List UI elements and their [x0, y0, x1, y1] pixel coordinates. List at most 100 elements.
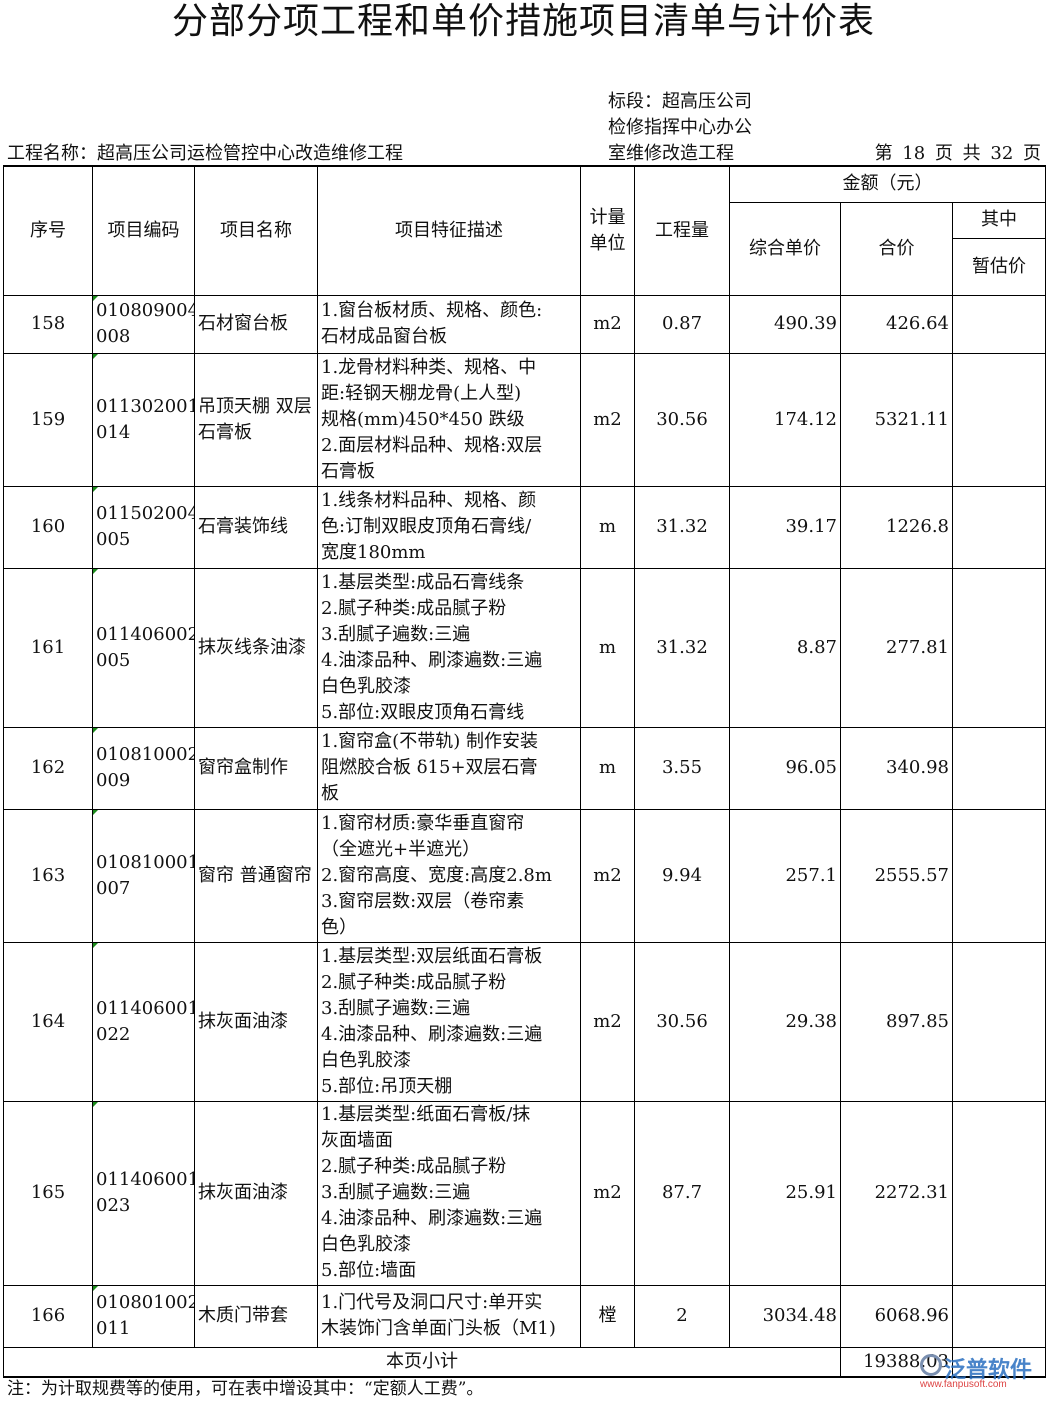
watermark-logo: 泛普软件 www.fanpusoft.com	[918, 1352, 1043, 1392]
row-unit-price: 174.12	[729, 352, 841, 487]
subtotal-provisional	[951, 1346, 1047, 1378]
row-total: 897.85	[840, 941, 953, 1102]
logo-icon	[920, 1354, 942, 1376]
row-unit: m2	[580, 1100, 635, 1286]
row-total: 340.98	[840, 726, 953, 810]
subtotal-row: 本页小计 19388.03	[3, 1346, 1047, 1378]
row-unit: m2	[580, 941, 635, 1102]
row-desc: 1.窗帘材质:豪华垂直窗帘 （全遮光+半遮光） 2.窗帘高度、宽度:高度2.8m…	[317, 808, 581, 943]
table-row: 160 011502004 005 石膏装饰线 1.线条材料品种、规格、颜 色:订制双…	[3, 485, 1047, 569]
row-total: 2272.31	[840, 1100, 953, 1286]
page-title: 分部分项工程和单价措施项目清单与计价表	[171, 1, 875, 42]
row-code: 011302001 014	[92, 352, 195, 487]
row-desc: 1.线条材料品种、规格、颜 色:订制双眼皮顶角石膏线/ 宽度180mm	[317, 485, 581, 569]
project-name: 工程名称：超高压公司运检管控中心改造维修工程	[7, 143, 403, 164]
row-total: 1226.8	[840, 485, 953, 569]
table-row: 164 011406001 022 抹灰面油漆 1.基层类型:双层纸面石膏板 2.腻子…	[3, 941, 1047, 1102]
header-seq: 序号	[3, 165, 93, 296]
row-name: 石膏装饰线	[194, 485, 318, 569]
row-code: 011406001 023	[92, 1100, 195, 1286]
row-desc: 1.窗帘盒(不带轨) 制作安装 阻燃胶合板 δ15+双层石膏 板	[317, 726, 581, 810]
row-unit: m	[580, 485, 635, 569]
row-code: 011406002 005	[92, 567, 195, 728]
row-total: 6068.96	[840, 1284, 953, 1348]
watermark-url: www.fanpusoft.com	[920, 1379, 1007, 1390]
row-seq: 164	[3, 941, 93, 1102]
table-row: 159 011302001 014 吊顶天棚 双层石膏板 1.龙骨材料种类、规格、中 …	[3, 352, 1047, 487]
row-desc: 1.窗台板材质、规格、颜色: 石材成品窗台板	[317, 294, 581, 354]
row-seq: 161	[3, 567, 93, 728]
header-total: 合价	[840, 201, 953, 296]
header-unit-price: 综合单价	[729, 201, 841, 296]
row-qty: 9.94	[634, 808, 730, 943]
page-number: 第 18 页 共 32 页	[874, 143, 1041, 164]
row-provisional	[951, 1100, 1047, 1286]
row-provisional	[951, 352, 1047, 487]
row-code: 011406001 022	[92, 941, 195, 1102]
row-unit: m2	[580, 294, 635, 354]
row-seq: 162	[3, 726, 93, 810]
section-line: 室维修改造工程	[608, 143, 734, 164]
subtotal-label: 本页小计	[3, 1346, 841, 1378]
watermark-text: 泛普软件	[944, 1357, 1033, 1383]
row-name: 抹灰面油漆	[194, 941, 318, 1102]
row-provisional	[951, 1284, 1047, 1348]
row-desc: 1.基层类型:双层纸面石膏板 2.腻子种类:成品腻子粉 3.刮腻子遍数:三遍 4…	[317, 941, 581, 1102]
table-row: 163 010810001 007 窗帘 普通窗帘 1.窗帘材质:豪华垂直窗帘 （全遮…	[3, 808, 1047, 943]
row-provisional	[951, 294, 1047, 354]
row-name: 抹灰线条油漆	[194, 567, 318, 728]
row-seq: 165	[3, 1100, 93, 1286]
section-line: 检修指挥中心办公	[608, 117, 752, 138]
row-name: 木质门带套	[194, 1284, 318, 1348]
table-row: 158 010809004 008 石材窗台板 1.窗台板材质、规格、颜色: 石材成品…	[3, 294, 1047, 354]
row-unit-price: 29.38	[729, 941, 841, 1102]
row-unit-price: 490.39	[729, 294, 841, 354]
row-qty: 3.55	[634, 726, 730, 810]
row-seq: 160	[3, 485, 93, 569]
header-amount: 金额（元）	[728, 165, 1047, 203]
row-code: 010809004 008	[92, 294, 195, 354]
table-row: 162 010810002 009 窗帘盒制作 1.窗帘盒(不带轨) 制作安装 阻燃胶…	[3, 726, 1047, 810]
pricing-table: 序号 项目编码 项目名称 项目特征描述 计量 单位 工程量 金额（元） 综合单价…	[3, 165, 1047, 1378]
row-unit-price: 3034.48	[729, 1284, 841, 1348]
row-total: 5321.11	[840, 352, 953, 487]
row-unit: 樘	[580, 1284, 635, 1348]
row-code: 010810001 007	[92, 808, 195, 943]
row-name: 抹灰面油漆	[194, 1100, 318, 1286]
row-desc: 1.基层类型:纸面石膏板/抹 灰面墙面 2.腻子种类:成品腻子粉 3.刮腻子遍数…	[317, 1100, 581, 1286]
row-name: 吊顶天棚 双层石膏板	[194, 352, 318, 487]
row-total: 2555.57	[840, 808, 953, 943]
row-unit-price: 96.05	[729, 726, 841, 810]
row-name: 窗帘 普通窗帘	[194, 808, 318, 943]
header-of-which: 其中	[951, 201, 1047, 239]
row-unit-price: 39.17	[729, 485, 841, 569]
row-seq: 158	[3, 294, 93, 354]
header-desc: 项目特征描述	[317, 165, 581, 296]
row-qty: 87.7	[634, 1100, 730, 1286]
row-provisional	[951, 941, 1047, 1102]
row-qty: 30.56	[634, 352, 730, 487]
row-unit: m	[580, 567, 635, 728]
header-provisional: 暂估价	[951, 237, 1047, 296]
row-qty: 31.32	[634, 485, 730, 569]
section-line: 标段：超高压公司	[608, 91, 752, 112]
row-name: 窗帘盒制作	[194, 726, 318, 810]
row-qty: 30.56	[634, 941, 730, 1102]
row-provisional	[951, 485, 1047, 569]
row-total: 426.64	[840, 294, 953, 354]
row-provisional	[951, 567, 1047, 728]
row-qty: 0.87	[634, 294, 730, 354]
row-seq: 159	[3, 352, 93, 487]
row-seq: 166	[3, 1284, 93, 1348]
row-unit: m	[580, 726, 635, 810]
row-desc: 1.龙骨材料种类、规格、中 距:轻钢天棚龙骨(上人型) 规格(mm)450*45…	[317, 352, 581, 487]
row-code: 010810002 009	[92, 726, 195, 810]
row-unit-price: 8.87	[729, 567, 841, 728]
table-row: 161 011406002 005 抹灰线条油漆 1.基层类型:成品石膏线条 2.腻子…	[3, 567, 1047, 728]
row-provisional	[951, 726, 1047, 810]
row-provisional	[951, 808, 1047, 943]
row-unit: m2	[580, 808, 635, 943]
header-qty: 工程量	[634, 165, 730, 296]
row-total: 277.81	[840, 567, 953, 728]
section-info: 标段：超高压公司 检修指挥中心办公 室维修改造工程	[608, 89, 752, 167]
